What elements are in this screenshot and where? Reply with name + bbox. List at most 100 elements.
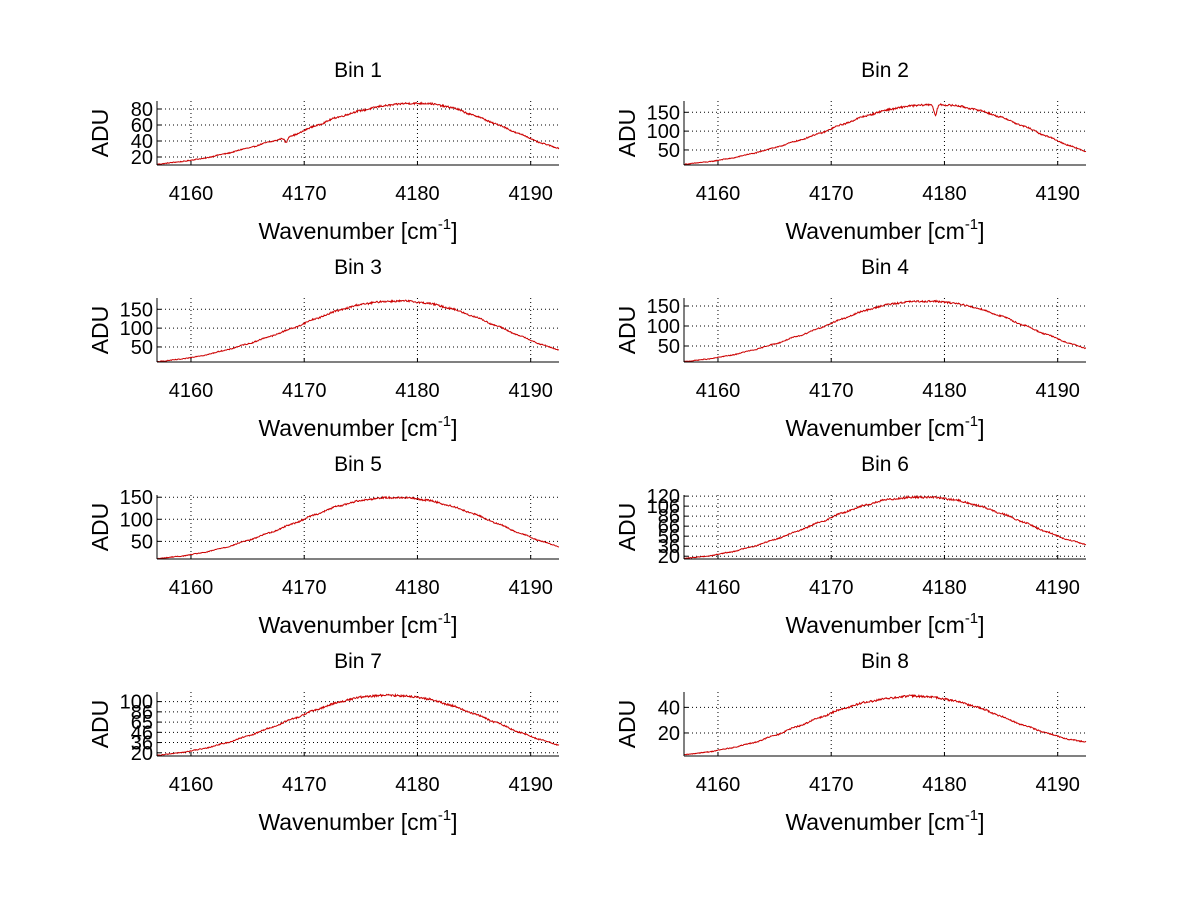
y-tick-label: 106 (647, 496, 680, 518)
y-tick-label: 65 (131, 712, 153, 734)
x-tick-label: 4170 (809, 183, 854, 205)
series-line-spectrum (156, 299, 560, 363)
x-axis-label-superscript: -1 (965, 413, 978, 430)
y-axis-label: ADU (614, 306, 640, 355)
y-tick-label: 150 (647, 296, 680, 318)
series-line-spectrum (683, 103, 1087, 166)
y-tick-label: 100 (120, 692, 153, 714)
x-tick-label: 4180 (922, 577, 967, 599)
axes-background (157, 692, 559, 756)
subplot-title: Bin 1 (334, 59, 382, 82)
y-axis-label: ADU (87, 109, 113, 158)
y-axis-label: ADU (87, 700, 113, 749)
x-tick-label: 4160 (169, 577, 214, 599)
y-tick-label: 120 (647, 486, 680, 508)
subplot-title: Bin 3 (334, 256, 382, 279)
subplot-title: Bin 7 (334, 650, 382, 673)
x-tick-label: 4160 (169, 183, 214, 205)
x-tick-label: 4180 (395, 183, 440, 205)
x-axis-label: Wavenumber [cm-1] (258, 610, 457, 638)
y-tick-label: 100 (647, 316, 680, 338)
y-axis-label: ADU (614, 503, 640, 552)
x-tick-label: 4180 (395, 774, 440, 796)
x-tick-label: 4160 (696, 183, 741, 205)
axes-background (684, 101, 1086, 165)
x-axis-label-superscript: -1 (438, 610, 451, 627)
y-tick-label: 50 (658, 140, 680, 162)
x-tick-label: 4190 (1035, 577, 1080, 599)
x-tick-label: 4170 (282, 183, 327, 205)
subplot-title: Bin 5 (334, 453, 382, 476)
y-tick-label: 150 (120, 487, 153, 509)
x-axis-label: Wavenumber [cm-1] (785, 413, 984, 441)
series-line-spectrum (156, 693, 560, 757)
subplot-title: Bin 2 (861, 59, 909, 82)
x-axis-label-end: ] (978, 218, 984, 244)
x-axis-label-superscript: -1 (438, 216, 451, 233)
x-axis-label-superscript: -1 (438, 413, 451, 430)
axes-background (157, 298, 559, 362)
x-tick-label: 4190 (508, 774, 553, 796)
x-tick-label: 4180 (922, 774, 967, 796)
x-axis-label-main: Wavenumber [cm (258, 809, 437, 835)
x-tick-label: 4170 (809, 380, 854, 402)
y-tick-label: 66 (658, 516, 680, 538)
series-line-spectrum (156, 495, 560, 560)
subplot-bin-8: 4160 4170 4180 4190 20 40 Bin 8 ADU Wavenumber [… (614, 650, 1087, 835)
series-line-spectrum (683, 494, 1087, 560)
x-tick-label: 4190 (1035, 380, 1080, 402)
x-tick-label: 4170 (282, 774, 327, 796)
y-tick-label: 150 (120, 299, 153, 321)
x-tick-label: 4170 (282, 577, 327, 599)
x-axis-label-end: ] (451, 612, 457, 638)
x-tick-label: 4190 (1035, 774, 1080, 796)
x-tick-label: 4190 (508, 183, 553, 205)
x-axis-label-end: ] (451, 415, 457, 441)
y-tick-label: 40 (658, 697, 680, 719)
x-tick-label: 4160 (696, 774, 741, 796)
y-tick-label: 60 (131, 115, 153, 137)
x-axis-label-superscript: -1 (438, 807, 451, 824)
y-tick-label: 36 (131, 733, 153, 755)
x-axis-label-end: ] (978, 809, 984, 835)
subplot-title: Bin 6 (861, 453, 909, 476)
y-tick-label: 20 (658, 723, 680, 745)
x-axis-label-main: Wavenumber [cm (785, 809, 964, 835)
y-tick-label: 86 (131, 702, 153, 724)
x-axis-label-superscript: -1 (965, 216, 978, 233)
y-tick-label: 150 (647, 102, 680, 124)
y-tick-label: 100 (647, 121, 680, 143)
y-tick-label: 50 (658, 336, 680, 358)
x-tick-label: 4160 (169, 774, 214, 796)
x-tick-label: 4170 (809, 577, 854, 599)
y-tick-label: 36 (658, 536, 680, 558)
x-axis-label-superscript: -1 (965, 610, 978, 627)
y-tick-label: 50 (131, 337, 153, 359)
x-axis-label-end: ] (978, 415, 984, 441)
x-tick-label: 4180 (922, 380, 967, 402)
x-axis-label: Wavenumber [cm-1] (785, 216, 984, 244)
x-axis-label-main: Wavenumber [cm (785, 415, 964, 441)
y-tick-label: 100 (120, 509, 153, 531)
x-axis-label: Wavenumber [cm-1] (785, 807, 984, 835)
x-axis-label-main: Wavenumber [cm (258, 612, 437, 638)
series-line-spectrum (683, 299, 1087, 363)
series-line-spectrum (683, 693, 1087, 756)
x-tick-label: 4180 (395, 380, 440, 402)
y-tick-label: 20 (658, 546, 680, 568)
series-line-spectrum (156, 101, 560, 165)
x-axis-label-end: ] (978, 612, 984, 638)
x-tick-label: 4180 (922, 183, 967, 205)
y-axis-label: ADU (87, 503, 113, 552)
x-axis-label-main: Wavenumber [cm (785, 218, 964, 244)
subplot-title: Bin 8 (861, 650, 909, 673)
x-axis-label: Wavenumber [cm-1] (258, 413, 457, 441)
axes-background (684, 298, 1086, 362)
